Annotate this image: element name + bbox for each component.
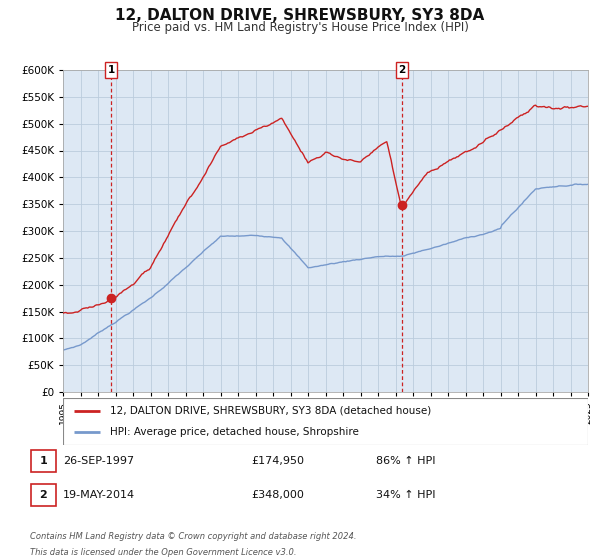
Text: £174,950: £174,950 [251, 456, 304, 466]
Text: 1: 1 [107, 65, 115, 75]
Text: Contains HM Land Registry data © Crown copyright and database right 2024.: Contains HM Land Registry data © Crown c… [30, 532, 356, 541]
Text: 34% ↑ HPI: 34% ↑ HPI [376, 490, 436, 500]
Text: £348,000: £348,000 [251, 490, 304, 500]
Text: HPI: Average price, detached house, Shropshire: HPI: Average price, detached house, Shro… [110, 427, 359, 437]
Text: 26-SEP-1997: 26-SEP-1997 [63, 456, 134, 466]
Text: 12, DALTON DRIVE, SHREWSBURY, SY3 8DA: 12, DALTON DRIVE, SHREWSBURY, SY3 8DA [115, 8, 485, 24]
Text: 1: 1 [40, 456, 47, 466]
Text: 2: 2 [398, 65, 406, 75]
Text: 12, DALTON DRIVE, SHREWSBURY, SY3 8DA (detached house): 12, DALTON DRIVE, SHREWSBURY, SY3 8DA (d… [110, 406, 431, 416]
Text: 19-MAY-2014: 19-MAY-2014 [63, 490, 135, 500]
Text: 2: 2 [40, 490, 47, 500]
Text: This data is licensed under the Open Government Licence v3.0.: This data is licensed under the Open Gov… [30, 548, 296, 557]
Text: Price paid vs. HM Land Registry's House Price Index (HPI): Price paid vs. HM Land Registry's House … [131, 21, 469, 34]
Text: 86% ↑ HPI: 86% ↑ HPI [376, 456, 436, 466]
